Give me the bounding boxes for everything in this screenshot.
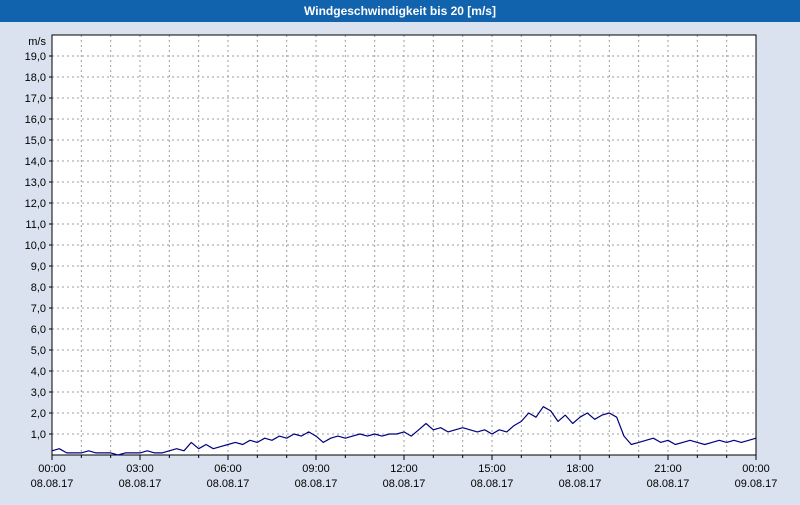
svg-text:09:00: 09:00 (302, 463, 330, 475)
svg-text:15:00: 15:00 (478, 463, 506, 475)
svg-text:17,0: 17,0 (25, 93, 46, 105)
svg-text:03:00: 03:00 (126, 463, 154, 475)
svg-text:21:00: 21:00 (654, 463, 682, 475)
svg-text:08.08.17: 08.08.17 (559, 478, 602, 490)
chart-title: Windgeschwindigkeit bis 20 [m/s] (304, 4, 496, 18)
svg-text:15,0: 15,0 (25, 135, 46, 147)
svg-text:5,0: 5,0 (31, 345, 46, 357)
svg-text:10,0: 10,0 (25, 240, 46, 252)
svg-text:7,0: 7,0 (31, 303, 46, 315)
svg-text:3,0: 3,0 (31, 387, 46, 399)
svg-text:18:00: 18:00 (566, 463, 594, 475)
svg-text:09.08.17: 09.08.17 (735, 478, 778, 490)
wind-speed-chart: 1,0 2,0 3,0 4,0 5,0 6,0 7,0 8,0 9,0 10,0 11,0 12,0 1… (25, 34, 778, 490)
svg-text:4,0: 4,0 (31, 366, 46, 378)
svg-text:6,0: 6,0 (31, 324, 46, 336)
svg-text:13,0: 13,0 (25, 177, 46, 189)
chart-title-bar: Windgeschwindigkeit bis 20 [m/s] (0, 0, 800, 22)
svg-text:1,0: 1,0 (31, 429, 46, 441)
svg-text:06:00: 06:00 (214, 463, 242, 475)
svg-text:08.08.17: 08.08.17 (471, 478, 514, 490)
svg-text:08.08.17: 08.08.17 (647, 478, 690, 490)
svg-text:18,0: 18,0 (25, 72, 46, 84)
svg-text:14,0: 14,0 (25, 156, 46, 168)
svg-text:16,0: 16,0 (25, 114, 46, 126)
svg-text:00:00: 00:00 (38, 463, 66, 475)
svg-text:08.08.17: 08.08.17 (207, 478, 250, 490)
svg-text:8,0: 8,0 (31, 282, 46, 294)
svg-text:12,0: 12,0 (25, 198, 46, 210)
svg-text:11,0: 11,0 (25, 219, 46, 231)
svg-text:00:00: 00:00 (742, 463, 770, 475)
svg-text:08.08.17: 08.08.17 (119, 478, 162, 490)
svg-text:08.08.17: 08.08.17 (383, 478, 426, 490)
svg-text:08.08.17: 08.08.17 (31, 478, 74, 490)
svg-text:08.08.17: 08.08.17 (295, 478, 338, 490)
svg-text:2,0: 2,0 (31, 408, 46, 420)
chart-area: 1,0 2,0 3,0 4,0 5,0 6,0 7,0 8,0 9,0 10,0 11,0 12,0 1… (0, 22, 800, 500)
svg-text:19,0: 19,0 (25, 51, 46, 63)
svg-text:9,0: 9,0 (31, 261, 46, 273)
svg-text:m/s: m/s (28, 36, 46, 48)
svg-text:12:00: 12:00 (390, 463, 418, 475)
